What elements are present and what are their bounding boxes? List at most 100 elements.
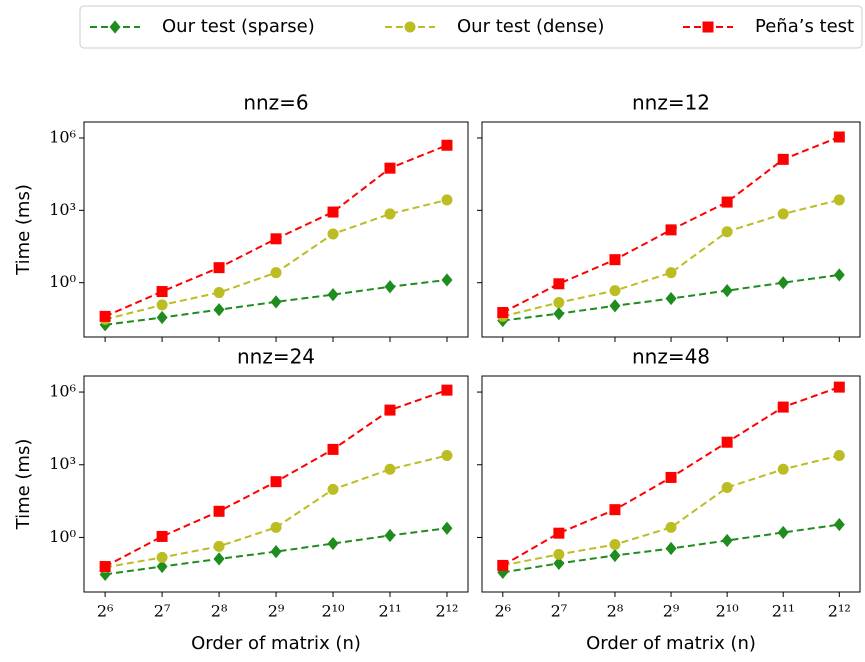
marker xyxy=(270,476,282,488)
marker xyxy=(327,206,339,218)
y-tick-label: 10⁶ xyxy=(49,127,76,146)
x-tick-label: 2⁸ xyxy=(211,602,228,621)
y-tick-label: 10⁶ xyxy=(49,382,76,401)
y-tick-label: 10³ xyxy=(49,200,76,219)
marker xyxy=(404,21,416,33)
marker xyxy=(777,276,789,290)
marker xyxy=(553,527,565,539)
marker xyxy=(777,401,789,413)
marker xyxy=(384,528,396,543)
marker xyxy=(833,517,845,532)
marker xyxy=(213,505,225,517)
marker xyxy=(327,443,339,455)
legend-label: Peña’s test xyxy=(755,16,854,37)
marker xyxy=(665,224,677,236)
marker xyxy=(270,545,282,559)
marker xyxy=(609,285,621,297)
marker xyxy=(609,548,621,563)
x-tick-label: 2⁸ xyxy=(607,602,624,621)
plot-frame xyxy=(83,121,469,338)
marker xyxy=(665,471,677,483)
marker xyxy=(384,280,396,294)
marker xyxy=(441,450,453,462)
x-tick-label: 2⁷ xyxy=(154,602,171,621)
marker xyxy=(833,381,845,393)
marker xyxy=(441,384,453,396)
marker xyxy=(156,559,168,574)
marker xyxy=(721,196,733,208)
plot-frame xyxy=(481,375,861,593)
subplot-title: nnz=24 xyxy=(237,345,315,369)
marker xyxy=(833,131,845,143)
marker xyxy=(721,283,733,298)
marker xyxy=(99,561,111,573)
marker xyxy=(327,536,339,551)
marker xyxy=(384,463,396,475)
series-line xyxy=(104,144,448,318)
marker xyxy=(327,288,339,302)
marker xyxy=(213,262,225,274)
marker xyxy=(833,194,845,206)
marker xyxy=(665,291,677,306)
marker xyxy=(213,287,225,299)
marker xyxy=(384,208,396,220)
x-tick-label: 2¹⁰ xyxy=(322,602,345,621)
marker xyxy=(156,299,168,311)
y-tick-label: 10⁰ xyxy=(49,527,76,546)
x-tick-label: 2¹² xyxy=(435,602,458,621)
y-tick-label: 10⁰ xyxy=(49,272,76,291)
marker xyxy=(156,286,168,298)
marker xyxy=(384,162,396,174)
marker xyxy=(777,208,789,220)
marker xyxy=(213,303,225,317)
marker xyxy=(553,278,565,290)
marker xyxy=(156,310,168,325)
marker xyxy=(441,139,453,151)
marker xyxy=(553,556,565,570)
marker xyxy=(270,521,282,533)
marker xyxy=(109,20,121,34)
x-tick-label: 2⁹ xyxy=(663,602,680,621)
x-tick-label: 2⁶ xyxy=(97,602,114,621)
marker xyxy=(327,483,339,495)
marker xyxy=(384,404,396,416)
subplot-title: nnz=6 xyxy=(243,91,308,115)
marker xyxy=(441,273,453,287)
marker xyxy=(156,551,168,563)
marker xyxy=(665,541,677,556)
x-tick-label: 2⁹ xyxy=(268,602,285,621)
marker xyxy=(777,525,789,540)
x-axis-label: Order of matrix (n) xyxy=(191,633,361,654)
marker xyxy=(99,310,111,322)
x-tick-label: 2¹⁰ xyxy=(716,602,739,621)
marker xyxy=(553,548,565,560)
legend-box xyxy=(79,5,863,49)
x-tick-label: 2⁷ xyxy=(551,602,568,621)
subplot-title: nnz=48 xyxy=(632,345,710,369)
marker xyxy=(721,226,733,238)
y-tick-label: 10³ xyxy=(49,454,76,473)
marker xyxy=(553,307,565,321)
marker xyxy=(721,482,733,494)
marker xyxy=(777,153,789,165)
marker xyxy=(213,552,225,566)
y-axis-label: Time (ms) xyxy=(13,439,34,531)
x-tick-label: 2¹² xyxy=(828,602,851,621)
marker xyxy=(777,463,789,475)
marker xyxy=(270,295,282,309)
marker xyxy=(609,299,621,313)
subplot-title: nnz=12 xyxy=(632,91,710,115)
marker xyxy=(609,539,621,551)
marker xyxy=(270,267,282,279)
x-axis-label: Order of matrix (n) xyxy=(586,633,756,654)
legend-label: Our test (sparse) xyxy=(162,16,315,37)
x-tick-label: 2⁶ xyxy=(494,602,511,621)
x-tick-label: 2¹¹ xyxy=(772,602,795,621)
marker xyxy=(609,504,621,516)
y-axis-label: Time (ms) xyxy=(13,184,34,276)
plot-frame xyxy=(83,375,469,593)
marker xyxy=(721,436,733,448)
x-tick-label: 2¹¹ xyxy=(378,602,401,621)
marker xyxy=(609,254,621,266)
